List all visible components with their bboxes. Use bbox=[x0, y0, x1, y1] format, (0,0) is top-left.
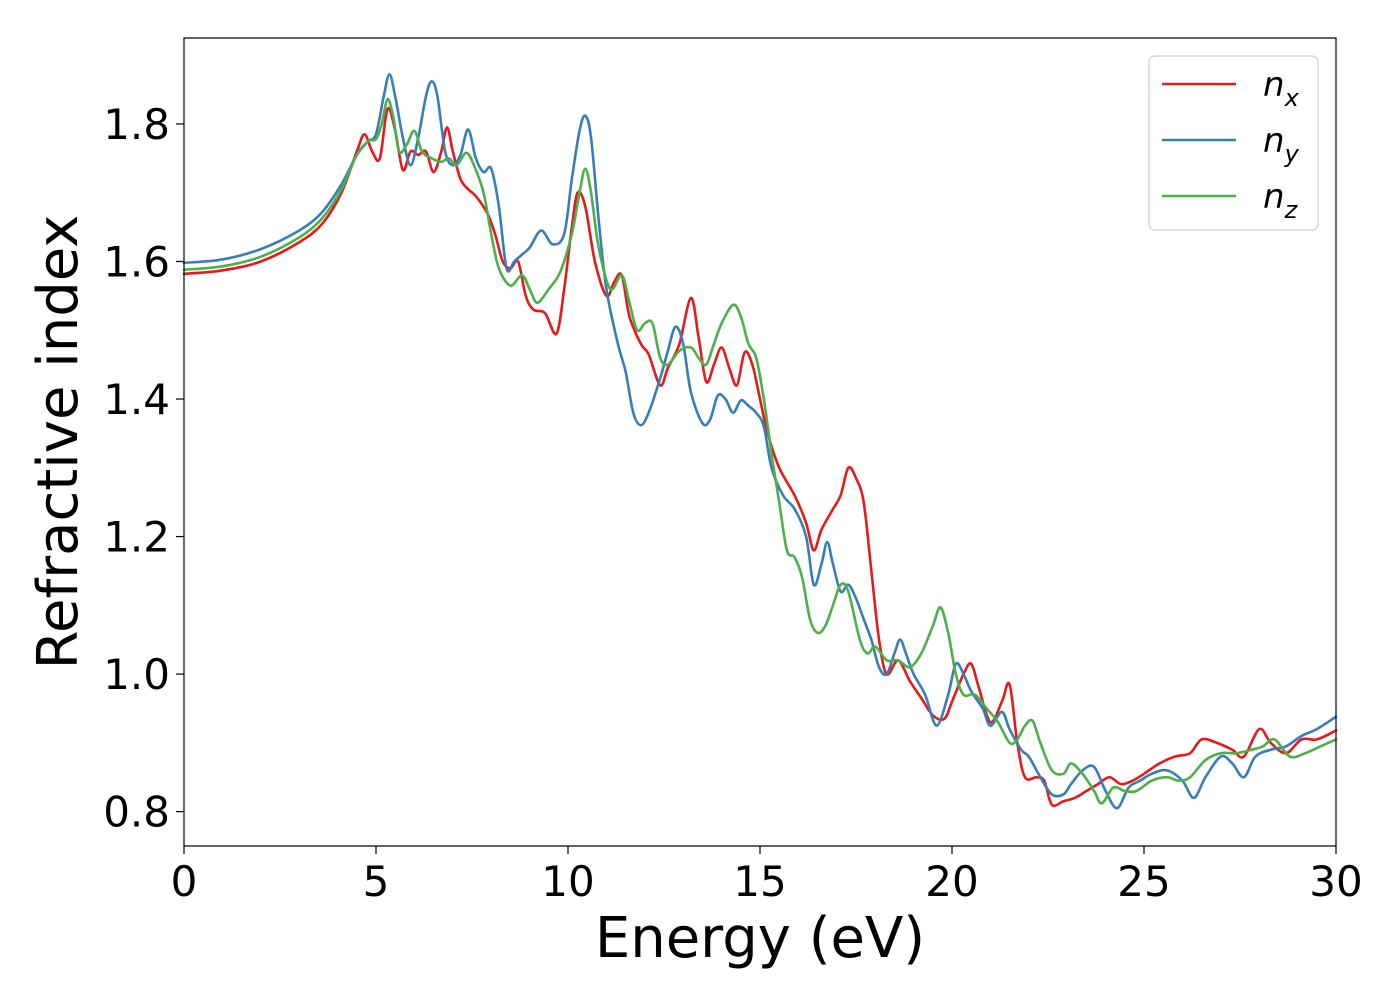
y-tick-label: 1.8 bbox=[103, 100, 170, 149]
x-tick-label: 25 bbox=[1117, 857, 1170, 906]
legend-label-nx: nx bbox=[1263, 65, 1300, 112]
y-axis-title: Refractive index bbox=[26, 215, 91, 670]
series-line-ny bbox=[182, 73, 1338, 810]
x-tick-label: 30 bbox=[1309, 857, 1362, 906]
series-line-nz bbox=[182, 97, 1338, 805]
legend-label-subscript: x bbox=[1284, 84, 1300, 112]
legend-label-symbol: n bbox=[1263, 177, 1285, 217]
plot-area bbox=[184, 38, 1336, 846]
legend-label-subscript: z bbox=[1284, 196, 1299, 224]
x-axis-title: Energy (eV) bbox=[595, 906, 925, 971]
x-tick-label: 0 bbox=[171, 857, 198, 906]
x-tick-label: 10 bbox=[541, 857, 594, 906]
x-tick-label: 5 bbox=[363, 857, 390, 906]
x-tick-label: 15 bbox=[733, 857, 786, 906]
series-line-nx bbox=[182, 106, 1338, 808]
legend-label-ny: ny bbox=[1263, 121, 1300, 168]
y-tick-label: 1.0 bbox=[103, 650, 170, 699]
x-tick-label: 20 bbox=[925, 857, 978, 906]
y-axis-ticks: 0.8 1.0 1.2 1.4 1.6 1.8 bbox=[103, 100, 184, 837]
y-tick-label: 0.8 bbox=[103, 788, 170, 837]
x-axis-ticks: 0 5 10 15 20 25 30 bbox=[171, 846, 1363, 906]
legend-label-symbol: n bbox=[1263, 121, 1285, 161]
legend-box bbox=[1148, 55, 1319, 231]
legend-label-subscript: y bbox=[1284, 140, 1300, 168]
y-tick-label: 1.4 bbox=[103, 375, 170, 424]
y-tick-label: 1.6 bbox=[103, 237, 170, 286]
legend-label-nz: nz bbox=[1263, 177, 1299, 224]
y-tick-label: 1.2 bbox=[103, 513, 170, 562]
legend-label-symbol: n bbox=[1263, 65, 1285, 105]
series-lines bbox=[182, 73, 1338, 810]
